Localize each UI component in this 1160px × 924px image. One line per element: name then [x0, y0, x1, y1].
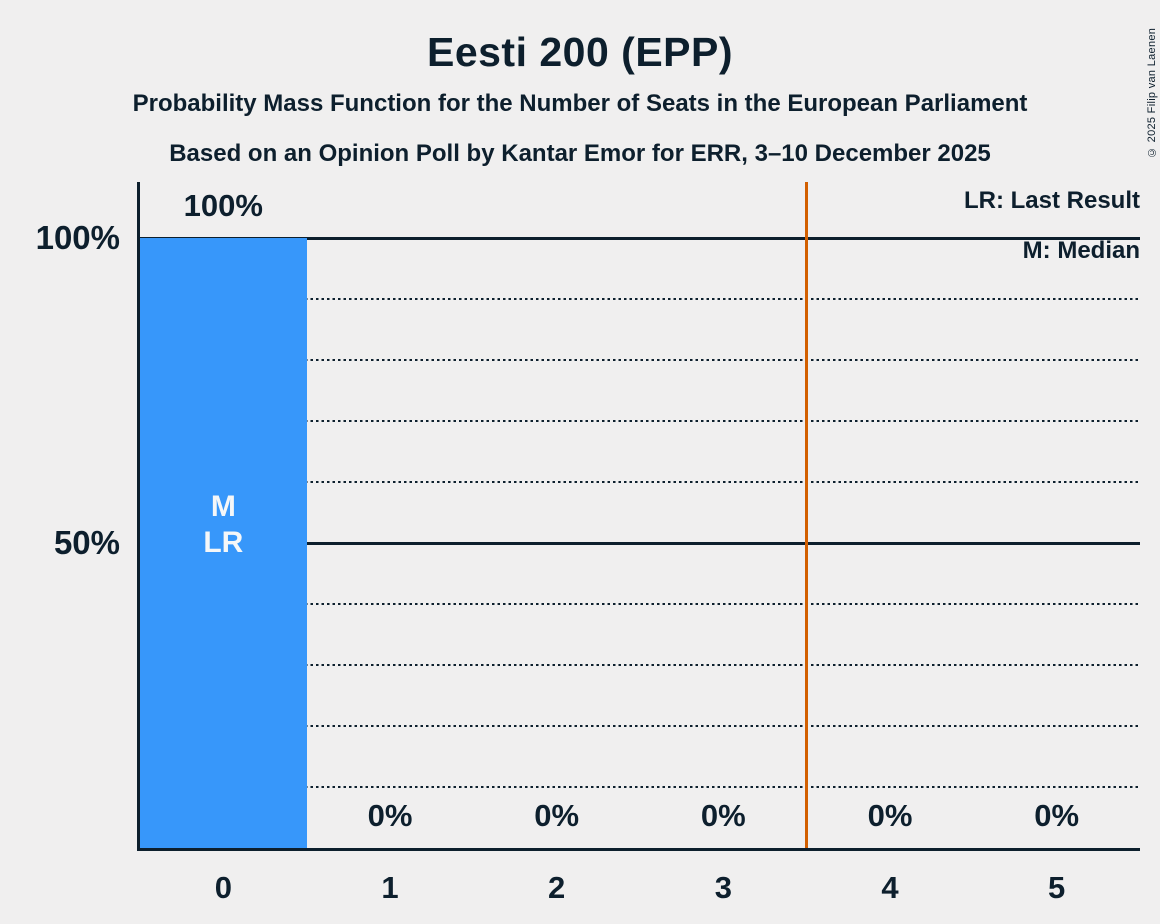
bar-marker-labels: M LR: [140, 489, 307, 561]
chart-subtitle: Probability Mass Function for the Number…: [132, 90, 1028, 117]
gridline-dotted-70: [140, 420, 1140, 422]
legend-last-result: LR: Last Result: [963, 187, 1140, 214]
gridline-dotted-20: [140, 725, 1140, 727]
x-tick-label-seats-0: 0: [214, 870, 232, 905]
x-tick-label-seats-3: 3: [714, 870, 732, 905]
bar-marker-m: M: [210, 490, 236, 523]
y-axis-line: [137, 182, 140, 851]
bar-value-label-seats-5: 0%: [1034, 798, 1080, 833]
y-tick-label-100: 100%: [35, 219, 120, 256]
bar-value-label-seats-2: 0%: [534, 798, 580, 833]
gridline-dotted-30: [140, 664, 1140, 666]
x-tick-label-seats-2: 2: [548, 870, 566, 905]
probability-bar-seats-0: [140, 238, 307, 848]
gridline-dotted-80: [140, 359, 1140, 361]
x-tick-label-seats-4: 4: [881, 870, 899, 905]
bar-value-label-seats-3: 0%: [700, 798, 746, 833]
majority-threshold-line: [805, 182, 809, 848]
bar-value-label-seats-4: 0%: [867, 798, 913, 833]
bar-value-label-seats-0: 100%: [183, 188, 263, 223]
gridline-dotted-60: [140, 481, 1140, 483]
copyright-notice: © 2025 Filip van Laenen: [1146, 27, 1158, 158]
gridline-solid-100: [140, 236, 1140, 240]
gridline-dotted-90: [140, 298, 1140, 300]
y-tick-label-50: 50%: [53, 524, 120, 561]
chart-title: Eesti 200 (EPP): [426, 29, 734, 75]
x-tick-label-seats-1: 1: [381, 870, 399, 905]
bar-value-label-seats-1: 0%: [367, 798, 413, 833]
x-tick-label-seats-5: 5: [1048, 870, 1066, 905]
x-axis-line: [137, 848, 1140, 851]
chart-source-line: Based on an Opinion Poll by Kantar Emor …: [169, 140, 991, 167]
gridline-dotted-10: [140, 786, 1140, 788]
legend-median: M: Median: [1022, 237, 1140, 264]
bar-marker-lr: LR: [203, 526, 244, 559]
gridline-dotted-40: [140, 603, 1140, 605]
gridline-solid-50: [140, 541, 1140, 545]
